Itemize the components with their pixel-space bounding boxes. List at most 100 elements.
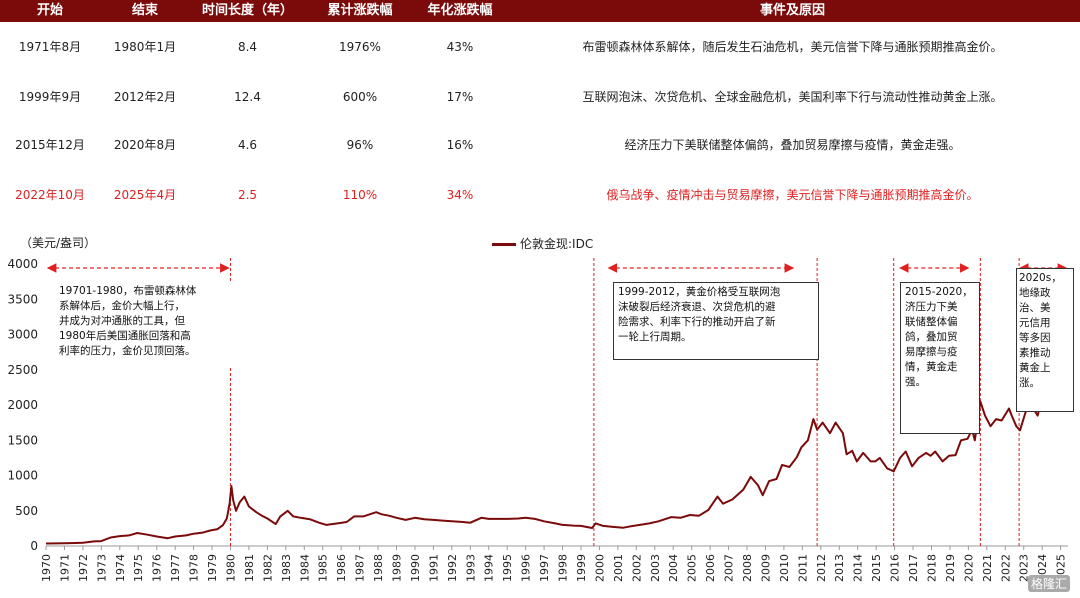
y-tick-label: 3000 (7, 328, 38, 342)
header-reason: 事件及原因 (759, 3, 825, 18)
y-tick-label: 3500 (7, 292, 38, 306)
chart-legend: 伦敦金现:IDC (492, 235, 593, 252)
x-tick-label: 1974 (114, 554, 127, 582)
gold-price-chart: 0 500 1000 1500 2000 2500 3000 3500 4000 1970 1971… (7, 257, 1069, 582)
cell-start: 2022年10月 (15, 188, 85, 202)
x-tick-label: 2008 (741, 554, 754, 582)
annotation-2015-2020: 2015-2020， 济压力下美 联储整体偏 鸽，叠加贸 易摩擦与疫 情，黄金走… (900, 282, 980, 434)
x-tick-label: 1995 (501, 554, 514, 582)
x-tick-label: 1994 (483, 554, 496, 582)
x-tick-label: 2000 (593, 554, 606, 582)
header-annualized: 年化涨跌幅 (427, 3, 493, 18)
cell-years: 8.4 (237, 40, 258, 54)
x-tick-label: 1984 (298, 554, 311, 582)
x-tick-label: 1988 (372, 554, 385, 582)
cell-reason: 布雷顿森林体系解体，随后发生石油危机，美元信誉下降与通胀预期推高金价。 (582, 40, 1003, 54)
x-tick-label: 2020 (962, 554, 975, 582)
y-tick-label: 0 (30, 539, 38, 553)
x-tick-label: 1986 (335, 554, 348, 582)
x-tick-label: 2019 (944, 554, 957, 582)
cell-years: 4.6 (237, 138, 258, 152)
table-row: 2015年12月 2020年8月 4.6 96% 16% 经济压力下美联储整体偏… (0, 133, 1080, 157)
x-tick-label: 1973 (95, 554, 108, 582)
x-tick-label: 2001 (612, 554, 625, 582)
header-cumulative: 累计涨跌幅 (327, 3, 393, 18)
x-tick-label: 2012 (815, 554, 828, 582)
y-tick-label: 2500 (7, 363, 38, 377)
cell-cumulative: 96% (346, 138, 374, 152)
x-tick-label: 1996 (520, 554, 533, 582)
x-tick-label: 2013 (833, 554, 846, 582)
x-tick-label: 2022 (999, 554, 1012, 582)
table-row-highlighted: 2022年10月 2025年4月 2.5 110% 34% 俄乌战争、疫情冲击与… (0, 183, 1080, 207)
x-tick-label: 2004 (667, 554, 680, 582)
x-tick-label: 2023 (1018, 554, 1031, 582)
x-tick-label: 1992 (446, 554, 459, 582)
cell-annualized: 43% (446, 40, 474, 54)
x-tick-label: 1985 (317, 554, 330, 582)
x-tick-label: 1979 (206, 554, 219, 582)
x-tick-label: 1989 (391, 554, 404, 582)
annotation-1970s: 19701-1980，布雷顿森林体 系解体后，金价大幅上行， 并成为对冲通胀的工… (55, 282, 235, 368)
x-tick-label: 1999 (575, 554, 588, 582)
x-tick-label: 1997 (538, 554, 551, 582)
x-tick-label: 2014 (852, 554, 865, 582)
x-tick-label: 1981 (243, 554, 256, 582)
annotation-2000s: 1999-2012，黄金价格受互联网泡 沫破裂后经济衰退、次贷危机的避 险需求、… (613, 282, 819, 360)
x-tick-label: 1971 (58, 554, 71, 582)
watermark-logo: 格隆汇 (1027, 575, 1070, 592)
x-tick-label: 1987 (354, 554, 367, 582)
cell-annualized: 16% (446, 138, 474, 152)
x-tick-label: 1998 (557, 554, 570, 582)
x-tick-label: 2010 (778, 554, 791, 582)
x-tick-label: 1983 (280, 554, 293, 582)
table-row: 1971年8月 1980年1月 8.4 1976% 43% 布雷顿森林体系解体，… (0, 35, 1080, 59)
header-years: 时间长度（年） (201, 3, 293, 18)
cell-reason: 互联网泡沫、次贷危机、全球金融危机，美国利率下行与流动性推动黄金上涨。 (582, 90, 1003, 104)
x-tick-label: 1972 (77, 554, 90, 582)
x-tick-label: 1975 (132, 554, 145, 582)
cell-cumulative: 600% (342, 90, 378, 104)
legend-swatch (492, 243, 516, 246)
x-tick-label: 1993 (464, 554, 477, 582)
cell-end: 2012年2月 (113, 90, 177, 104)
x-tick-label: 2021 (981, 554, 994, 582)
x-tick-label: 1982 (261, 554, 274, 582)
x-tick-label: 2003 (649, 554, 662, 582)
x-tick-label: 1978 (188, 554, 201, 582)
cell-end: 2020年8月 (113, 138, 177, 152)
cell-reason: 经济压力下美联储整体偏鸽，叠加贸易摩擦与疫情，黄金走强。 (624, 138, 961, 152)
y-tick-label: 4000 (7, 257, 38, 271)
x-tick-label: 1977 (169, 554, 182, 582)
cell-start: 1999年9月 (18, 90, 82, 104)
y-tick-label: 500 (15, 504, 38, 518)
x-tick-label: 2017 (907, 554, 920, 582)
x-tick-label: 2016 (889, 554, 902, 582)
cell-end: 1980年1月 (113, 40, 177, 54)
y-axis-unit-label: （美元/盎司） (20, 236, 97, 250)
x-tick-label: 2018 (925, 554, 938, 582)
cell-cumulative: 1976% (339, 40, 381, 54)
cell-annualized: 17% (446, 90, 474, 104)
cell-end: 2025年4月 (113, 188, 177, 202)
x-tick-label: 2002 (630, 554, 643, 582)
header-start: 开始 (36, 3, 63, 18)
x-tick-label: 1990 (409, 554, 422, 582)
cell-start: 1971年8月 (18, 40, 82, 54)
y-tick-label: 2000 (7, 398, 38, 412)
cell-start: 2015年12月 (15, 138, 85, 152)
series-line-gold-price (45, 306, 1069, 545)
y-tick-label: 1500 (7, 433, 38, 447)
x-tick-label: 2015 (870, 554, 883, 582)
legend-label: 伦敦金现:IDC (520, 237, 594, 251)
x-tick-label: 1980 (224, 554, 237, 582)
x-tick-label: 2009 (759, 554, 772, 582)
header-end: 结束 (131, 3, 158, 18)
x-tick-label: 1970 (40, 554, 53, 582)
cell-annualized: 34% (446, 188, 474, 202)
cell-reason: 俄乌战争、疫情冲击与贸易摩擦，美元信誉下降与通胀预期推高金价。 (606, 188, 979, 202)
x-tick-label: 1991 (427, 554, 440, 582)
y-tick-label: 1000 (7, 469, 38, 483)
cell-cumulative: 110% (342, 188, 378, 202)
x-tick-label: 2007 (723, 554, 736, 582)
